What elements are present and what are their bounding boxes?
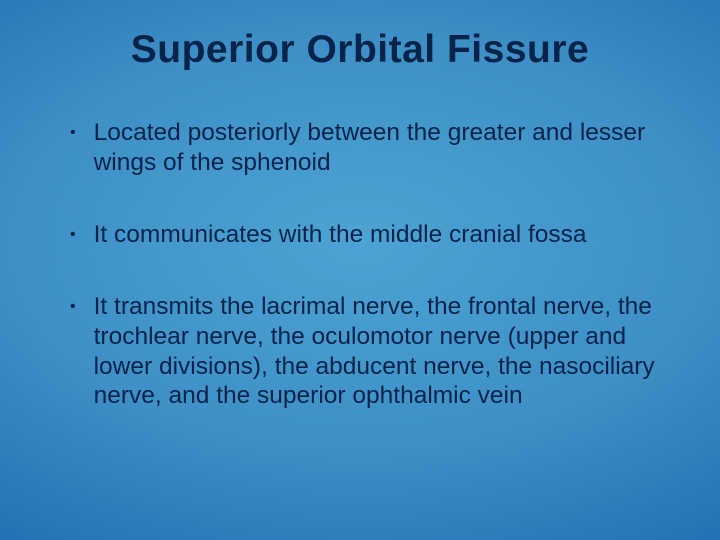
bullet-icon: • [70,220,76,250]
slide: Superior Orbital Fissure • Located poste… [0,0,720,540]
list-item: • It communicates with the middle crania… [70,220,662,250]
bullet-text: It transmits the lacrimal nerve, the fro… [94,292,662,412]
slide-title: Superior Orbital Fissure [0,28,720,72]
list-item: • It transmits the lacrimal nerve, the f… [70,292,662,412]
slide-content: • Located posteriorly between the greate… [70,118,662,453]
bullet-icon: • [70,292,76,322]
bullet-icon: • [70,118,76,148]
bullet-text: It communicates with the middle cranial … [94,220,587,250]
bullet-text: Located posteriorly between the greater … [94,118,662,178]
list-item: • Located posteriorly between the greate… [70,118,662,178]
